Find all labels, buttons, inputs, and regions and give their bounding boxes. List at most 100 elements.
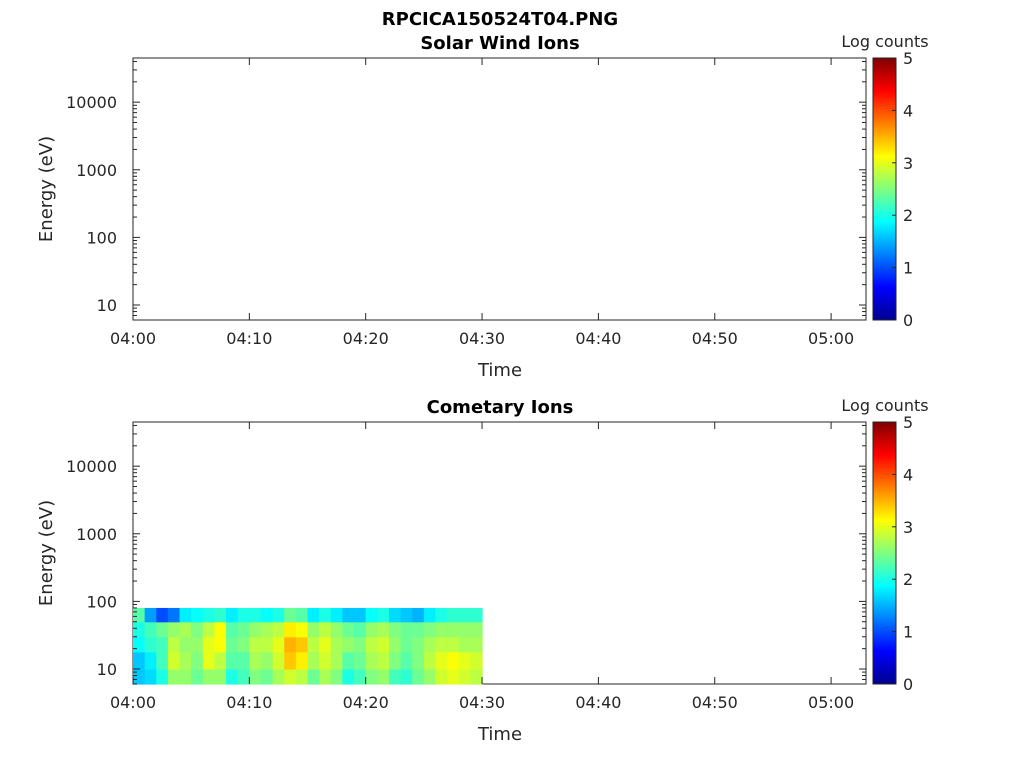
x-tick-label: 04:30: [459, 329, 505, 348]
x-ticks: 04:00 04:10 04:20 04:30 04:40 04:50 05:00: [110, 422, 854, 712]
figure-title: RPCICA150524T04.PNG: [382, 9, 618, 30]
x-tick-label: 05:00: [808, 693, 854, 712]
heatmap-cell: [237, 669, 250, 685]
heatmap-cell: [191, 669, 204, 685]
heatmap-cell: [144, 669, 157, 685]
heatmap-cell: [435, 669, 448, 685]
heatmap-cell: [330, 651, 344, 670]
plot-area: 04:00 04:10 04:20 04:30 04:40 04:50 05:00 1010…: [66, 57, 867, 348]
heatmap-cell: [319, 607, 332, 623]
heatmap-cell: [423, 607, 437, 623]
heatmap-cell: [388, 621, 402, 638]
heatmap-cell: [284, 651, 297, 670]
heatmap-cell: [260, 651, 274, 670]
x-tick-label: 04:30: [459, 693, 505, 712]
heatmap-cell: [470, 669, 483, 685]
heatmap-cell: [447, 651, 460, 670]
x-tick-label: 04:50: [692, 693, 738, 712]
heatmap-cell: [272, 607, 285, 623]
heatmap-cell: [260, 636, 274, 653]
y-tick-label: 1000: [76, 161, 117, 180]
heatmap-cell: [307, 636, 320, 653]
heatmap-cell: [412, 636, 425, 653]
heatmap-cell: [377, 669, 390, 685]
heatmap-cell: [342, 669, 355, 685]
heatmap-cell: [237, 607, 250, 623]
heatmap-cell: [191, 607, 204, 623]
heatmap-cell: [423, 669, 437, 685]
heatmap-cell: [167, 607, 181, 623]
heatmap-cell: [330, 607, 344, 623]
heatmap-cell: [156, 669, 169, 685]
y-tick-label: 10000: [66, 93, 117, 112]
heatmap-cell: [388, 607, 402, 623]
heatmap-cell: [237, 651, 250, 670]
x-axis-label: Time: [477, 360, 522, 381]
heatmap-cell: [412, 621, 425, 638]
heatmap-cell: [307, 621, 320, 638]
axes-frame: [132, 57, 867, 321]
colorbar-tick-label: 4: [903, 101, 913, 120]
heatmap-cell: [295, 636, 309, 653]
heatmap-cell: [226, 621, 239, 638]
colorbar-tick-label: 5: [903, 49, 913, 68]
heatmap-cell: [133, 607, 146, 623]
x-tick-label: 04:00: [110, 329, 156, 348]
heatmap-cell: [342, 636, 355, 653]
heatmap-cell: [377, 621, 390, 638]
heatmap-cell: [470, 651, 483, 670]
heatmap-cell: [156, 621, 169, 638]
heatmap-cell: [133, 621, 146, 638]
heatmap-cell: [179, 607, 192, 623]
heatmap-cell: [319, 621, 332, 638]
y-axis-label: Energy (eV): [36, 136, 57, 242]
y-tick-label: 10: [97, 296, 117, 315]
heatmap-cell: [156, 607, 169, 623]
heatmap-cell: [226, 607, 239, 623]
colorbar-ticks: 0 1 2 3 4 5: [892, 49, 913, 330]
heatmap-cell: [458, 621, 472, 638]
panel-title: Cometary Ions: [427, 397, 574, 418]
heatmap-cell: [400, 636, 413, 653]
heatmap-cell: [156, 651, 169, 670]
heatmap-cell: [284, 621, 297, 638]
heatmap-cell: [365, 651, 378, 670]
heatmap-cell: [447, 607, 460, 623]
heatmap-cell: [423, 651, 437, 670]
x-tick-label: 04:50: [692, 329, 738, 348]
y-ticks: 10 100 1000 10000: [66, 60, 866, 321]
heatmap-cell: [377, 651, 390, 670]
heatmap-cell: [330, 621, 344, 638]
heatmap-cell: [295, 621, 309, 638]
colorbar-ticks: 0 1 2 3 4 5: [892, 413, 913, 694]
heatmap-cell: [237, 621, 250, 638]
heatmap-cell: [133, 669, 146, 685]
heatmap-cell: [191, 651, 204, 670]
heatmap-cell: [470, 621, 483, 638]
colorbar-tick-label: 3: [903, 154, 913, 173]
heatmap-cell: [260, 607, 274, 623]
heatmap-cell: [365, 621, 378, 638]
heatmap-cell: [388, 669, 402, 685]
heatmap-cell: [260, 669, 274, 685]
x-tick-label: 04:40: [575, 693, 621, 712]
heatmap-cell: [365, 669, 378, 685]
heatmap-cell: [202, 607, 216, 623]
y-tick-label: 100: [86, 228, 117, 247]
heatmap-cell: [179, 669, 192, 685]
panel-solar-wind-ions: Solar Wind Ions 04:00 04:10 04:20 04:30 04:4…: [36, 32, 929, 381]
colorbar-tick-label: 4: [903, 465, 913, 484]
x-tick-label: 05:00: [808, 329, 854, 348]
heatmap-cell: [272, 669, 285, 685]
heatmap-cell: [435, 621, 448, 638]
heatmap-cell: [319, 669, 332, 685]
x-axis-label: Time: [477, 724, 522, 745]
heatmap-cell: [237, 636, 250, 653]
heatmap-cell: [284, 636, 297, 653]
heatmap-cell: [365, 607, 378, 623]
heatmap-cell: [354, 636, 367, 653]
heatmap-cells: [133, 607, 483, 685]
heatmap-cell: [249, 651, 262, 670]
y-axis-label: Energy (eV): [36, 500, 57, 606]
heatmap-cell: [342, 607, 355, 623]
